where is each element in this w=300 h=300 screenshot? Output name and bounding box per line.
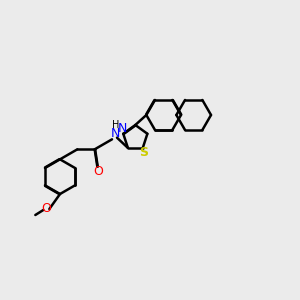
Text: N: N: [118, 122, 127, 135]
Text: O: O: [42, 202, 52, 215]
Text: S: S: [139, 146, 148, 159]
Text: N: N: [111, 127, 120, 140]
Text: O: O: [93, 165, 103, 178]
Text: H: H: [112, 120, 119, 130]
